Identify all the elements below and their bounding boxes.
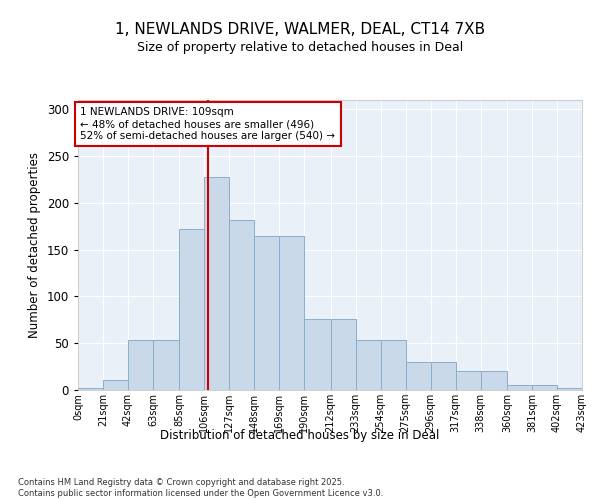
- Bar: [532, 386, 557, 390]
- Bar: [128, 340, 153, 390]
- Bar: [431, 362, 456, 390]
- Text: Contains HM Land Registry data © Crown copyright and database right 2025.
Contai: Contains HM Land Registry data © Crown c…: [18, 478, 383, 498]
- Bar: [507, 386, 532, 390]
- Bar: [229, 220, 254, 390]
- Bar: [406, 362, 431, 390]
- Bar: [254, 236, 280, 390]
- Bar: [103, 380, 128, 390]
- Text: Size of property relative to detached houses in Deal: Size of property relative to detached ho…: [137, 41, 463, 54]
- Text: 1, NEWLANDS DRIVE, WALMER, DEAL, CT14 7XB: 1, NEWLANDS DRIVE, WALMER, DEAL, CT14 7X…: [115, 22, 485, 38]
- Bar: [380, 340, 406, 390]
- Text: Distribution of detached houses by size in Deal: Distribution of detached houses by size …: [160, 428, 440, 442]
- Bar: [481, 372, 507, 390]
- Bar: [179, 229, 204, 390]
- Bar: [456, 372, 481, 390]
- Bar: [204, 176, 229, 390]
- Bar: [356, 340, 380, 390]
- Bar: [280, 236, 304, 390]
- Bar: [557, 388, 582, 390]
- Bar: [304, 319, 331, 390]
- Bar: [78, 388, 103, 390]
- Y-axis label: Number of detached properties: Number of detached properties: [28, 152, 41, 338]
- Bar: [153, 340, 179, 390]
- Bar: [331, 319, 356, 390]
- Text: 1 NEWLANDS DRIVE: 109sqm
← 48% of detached houses are smaller (496)
52% of semi-: 1 NEWLANDS DRIVE: 109sqm ← 48% of detach…: [80, 108, 335, 140]
